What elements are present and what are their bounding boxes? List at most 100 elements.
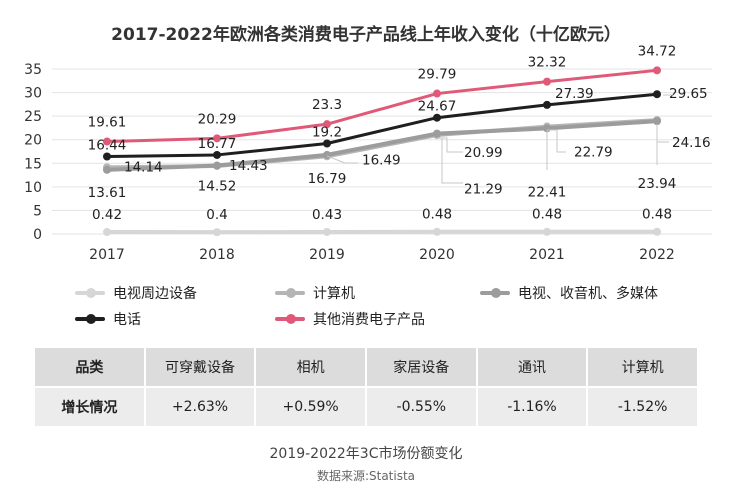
series-line	[105, 68, 659, 144]
growth-table-value: +2.63%	[145, 388, 255, 426]
data-label: 20.29	[198, 111, 237, 127]
data-label: 29.65	[669, 86, 708, 102]
growth-table-header-label: 品类	[35, 348, 144, 386]
growth-table-value: -1.52%	[588, 388, 697, 426]
data-point	[543, 227, 551, 236]
label-leader	[547, 129, 566, 153]
data-label: 0.43	[312, 207, 342, 223]
data-label: 16.44	[88, 137, 127, 153]
data-point	[543, 77, 551, 86]
legend-swatch	[75, 288, 105, 298]
legend-label: 计算机	[313, 286, 355, 302]
x-tick-label: 2018	[199, 247, 235, 263]
data-point	[103, 228, 111, 237]
data-point	[543, 100, 551, 109]
legend-marker	[86, 288, 96, 298]
x-tick-label: 2022	[639, 247, 675, 263]
data-label: 23.94	[638, 176, 677, 192]
y-tick-label: 25	[24, 109, 42, 125]
chart-title: 2017-2022年欧洲各类消费电子产品线上年收入变化（十亿欧元）	[111, 24, 621, 45]
legend-item: 电视、收音机、多媒体	[480, 283, 658, 303]
chart-legend: 电视周边设备 计算机 电视、收音机、多媒体电话 其他消费电子产品	[0, 0, 732, 328]
y-tick-label: 0	[33, 227, 42, 243]
data-point	[433, 227, 441, 236]
table-caption: 2019-2022年3C市场份额变化	[269, 446, 463, 462]
data-label: 0.42	[92, 207, 122, 223]
data-label: 14.43	[229, 158, 268, 174]
legend-swatch	[275, 314, 305, 324]
x-tick-label: 2020	[419, 247, 455, 263]
legend-marker	[491, 288, 501, 298]
data-label: 16.79	[308, 171, 347, 187]
data-label: 16.49	[362, 152, 401, 168]
legend-marker	[286, 314, 296, 324]
data-label: 19.61	[88, 115, 127, 131]
growth-table-header-row: 品类 可穿戴设备 相机 家居设备 通讯 计算机	[35, 348, 697, 386]
data-point	[653, 117, 661, 126]
growth-table-category: 计算机	[588, 348, 697, 386]
legend-item: 电话	[75, 309, 141, 329]
legend-item: 电视周边设备	[75, 283, 197, 303]
data-label: 14.52	[198, 179, 237, 195]
growth-table-category: 通讯	[477, 348, 587, 386]
growth-table-value: -1.16%	[477, 388, 587, 426]
data-point	[103, 165, 111, 174]
y-tick-label: 15	[24, 156, 42, 172]
x-tick-label: 2021	[529, 247, 565, 263]
legend-label: 其他消费电子产品	[313, 312, 425, 328]
data-point	[653, 90, 661, 99]
series-line	[105, 92, 659, 158]
label-leader	[441, 138, 463, 184]
y-tick-label: 10	[24, 180, 42, 196]
data-label: 0.4	[206, 207, 227, 223]
data-label: 21.29	[464, 182, 503, 198]
growth-table-value: -0.55%	[366, 388, 476, 426]
data-label: 0.48	[532, 207, 562, 223]
data-label: 23.3	[312, 97, 342, 113]
data-point	[433, 113, 441, 122]
x-tick-label: 2017	[89, 247, 125, 263]
data-label: 34.72	[638, 43, 677, 59]
data-point	[213, 150, 221, 159]
data-source: 数据来源:Statista	[316, 469, 416, 483]
legend-marker	[286, 288, 296, 298]
data-label: 19.2	[312, 124, 342, 140]
x-tick-label: 2019	[309, 247, 345, 263]
data-point	[103, 152, 111, 161]
data-label: 22.79	[574, 145, 613, 161]
data-label: 32.32	[528, 55, 567, 71]
legend-label: 电视周边设备	[113, 286, 197, 302]
y-tick-label: 30	[24, 86, 42, 102]
y-tick-label: 20	[24, 133, 42, 149]
data-point	[653, 66, 661, 75]
data-label: 27.39	[555, 86, 594, 102]
growth-table-category: 家居设备	[366, 348, 476, 386]
data-label: 24.16	[672, 135, 711, 151]
growth-table-value-row: 增长情况 +2.63% +0.59% -0.55% -1.16% -1.52%	[35, 388, 697, 426]
data-point	[213, 228, 221, 237]
growth-table: 品类 可穿戴设备 相机 家居设备 通讯 计算机 增长情况 +2.63% +0.5…	[33, 346, 699, 428]
y-tick-label: 35	[24, 62, 42, 78]
data-point	[213, 134, 221, 143]
data-label: 13.61	[88, 185, 127, 201]
legend-label: 电视、收音机、多媒体	[518, 286, 658, 302]
series-line	[105, 119, 659, 172]
data-point	[323, 227, 331, 236]
data-point	[213, 161, 221, 170]
data-label: 29.79	[418, 67, 457, 83]
legend-swatch	[480, 288, 510, 298]
data-label: 0.48	[422, 207, 452, 223]
legend-item: 计算机	[275, 283, 355, 303]
legend-swatch	[75, 314, 105, 324]
growth-table-value: +0.59%	[256, 388, 365, 426]
label-leader	[326, 155, 358, 164]
data-label: 14.14	[124, 159, 163, 175]
data-point	[323, 120, 331, 129]
data-point	[103, 137, 111, 146]
data-label: 20.99	[464, 145, 503, 161]
y-tick-label: 5	[33, 203, 42, 219]
growth-table-category: 相机	[256, 348, 365, 386]
data-point	[433, 129, 441, 138]
legend-swatch	[275, 288, 305, 298]
